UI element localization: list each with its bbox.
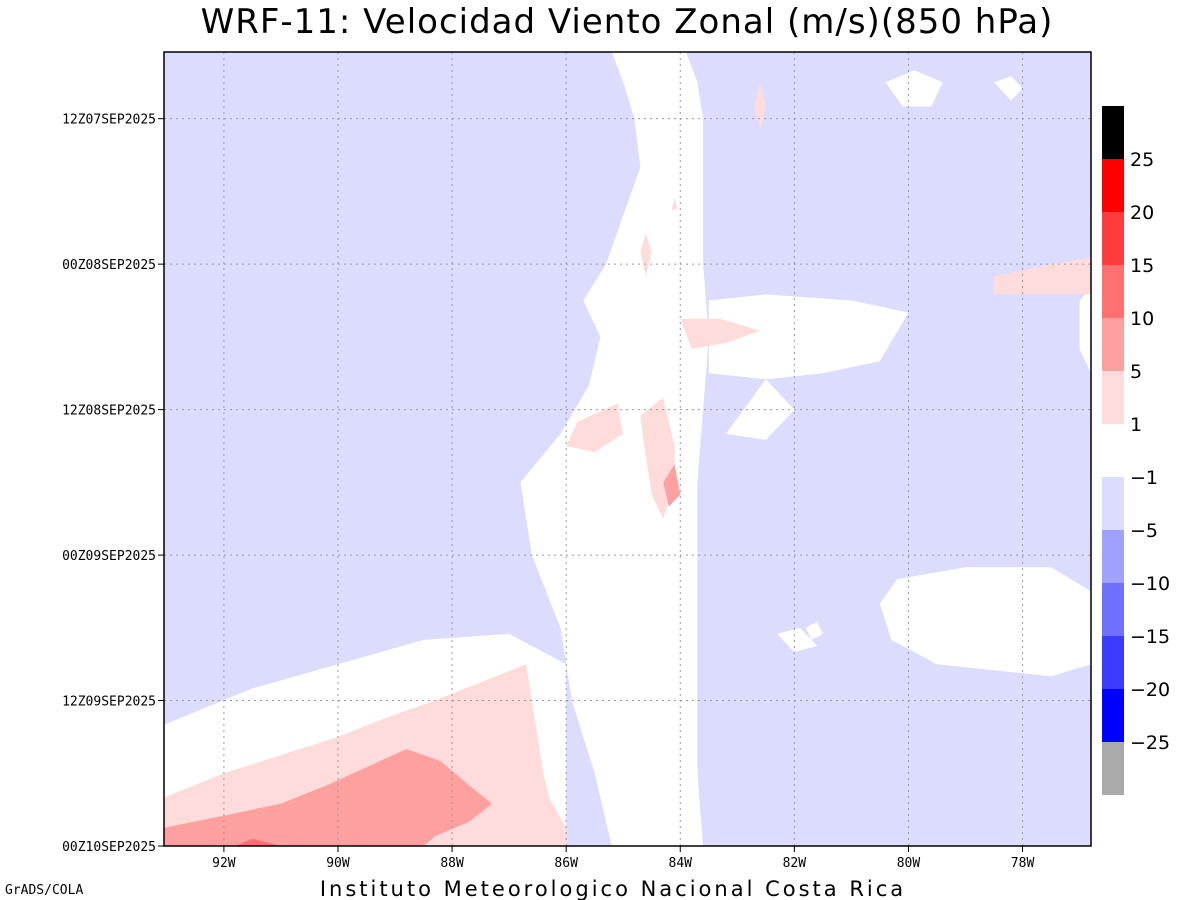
colorbar-swatch-5 (1102, 371, 1124, 424)
colorbar-label-3: 10 (1130, 308, 1154, 330)
x-tick-label-2: 88W (440, 856, 464, 871)
x-axis: 92W 90W 88W 86W 84W 82W 80W 78W (212, 846, 1034, 871)
x-tick-label-3: 86W (554, 856, 578, 871)
contour-band-1-1 (686, 52, 1091, 846)
colorbar-swatch-8 (1102, 530, 1124, 583)
contour-band-2-9 (777, 627, 818, 652)
y-axis: 12Z07SEP2025 00Z08SEP2025 12Z08SEP2025 00Z0… (62, 113, 164, 855)
colorbar-label-7: −5 (1130, 520, 1158, 542)
colorbar-swatch-6 (1102, 424, 1124, 477)
x-tick-label-0: 92W (212, 856, 236, 871)
contour-band-2-3 (725, 379, 795, 440)
colorbar-label-1: 20 (1130, 202, 1154, 224)
y-tick-label-1: 00Z08SEP2025 (62, 258, 156, 273)
colorbar-label-11: −25 (1130, 732, 1170, 754)
software-label: GrADS/COLA (5, 883, 83, 898)
contour-band-3-7 (994, 258, 1091, 295)
contour-band-1-0 (164, 52, 686, 846)
colorbar: 25 20 15 10 5 1 −1 −5 −10 −15 −20 −25 (1102, 106, 1170, 795)
x-tick-label-7: 78W (1011, 856, 1035, 871)
colorbar-label-0: 25 (1130, 149, 1154, 171)
contour-band-2-8 (805, 621, 823, 640)
colorbar-swatch-0 (1102, 106, 1124, 159)
chart-title: WRF-11: Velocidad Viento Zonal (m/s)(850… (201, 2, 1054, 42)
colorbar-label-8: −10 (1130, 573, 1170, 595)
colorbar-label-6: −1 (1130, 467, 1158, 489)
x-tick-label-6: 80W (897, 856, 921, 871)
colorbar-swatch-11 (1102, 689, 1124, 742)
contour-band-3-6 (671, 197, 678, 210)
contour-band-2-6 (1079, 288, 1091, 374)
contour-band-2-7 (879, 567, 1091, 677)
colorbar-label-5: 1 (1130, 414, 1142, 436)
colorbar-label-4: 5 (1130, 361, 1142, 383)
contour-band-3-3 (680, 318, 761, 349)
contour-band-4-0 (164, 749, 492, 846)
colorbar-label-2: 15 (1130, 255, 1154, 277)
contour-band-3-4 (754, 82, 766, 131)
contour-band-5-0 (235, 838, 281, 846)
colorbar-swatch-4 (1102, 318, 1124, 371)
y-tick-label-3: 00Z09SEP2025 (62, 549, 156, 564)
x-tick-label-1: 90W (326, 856, 350, 871)
contour-band-2-4 (885, 70, 943, 107)
contour-band-4-1 (663, 464, 681, 507)
contour-band-3-1 (566, 403, 624, 452)
credit-label: Instituto Meteorologico Nacional Costa R… (320, 877, 906, 900)
colorbar-label-9: −15 (1130, 626, 1170, 648)
x-tick-label-5: 82W (783, 856, 807, 871)
y-tick-label-0: 12Z07SEP2025 (62, 113, 156, 128)
colorbar-swatch-9 (1102, 583, 1124, 636)
y-tick-label-5: 00Z10SEP2025 (62, 840, 156, 855)
colorbar-swatch-7 (1102, 477, 1124, 530)
plot-frame (163, 51, 1092, 847)
contour-band-3-5 (640, 233, 652, 277)
y-tick-label-4: 12Z09SEP2025 (62, 695, 156, 710)
colorbar-swatch-3 (1102, 265, 1124, 318)
contour-band-2-5 (994, 76, 1023, 101)
contour-band-2-2 (708, 294, 909, 380)
colorbar-swatch-1 (1102, 159, 1124, 212)
y-tick-label-2: 12Z08SEP2025 (62, 404, 156, 419)
x-tick-label-4: 84W (669, 856, 693, 871)
colorbar-swatch-2 (1102, 212, 1124, 265)
colorbar-swatch-10 (1102, 636, 1124, 689)
contour-fields (164, 52, 1091, 846)
colorbar-swatch-12 (1102, 742, 1124, 795)
colorbar-label-10: −20 (1130, 679, 1170, 701)
